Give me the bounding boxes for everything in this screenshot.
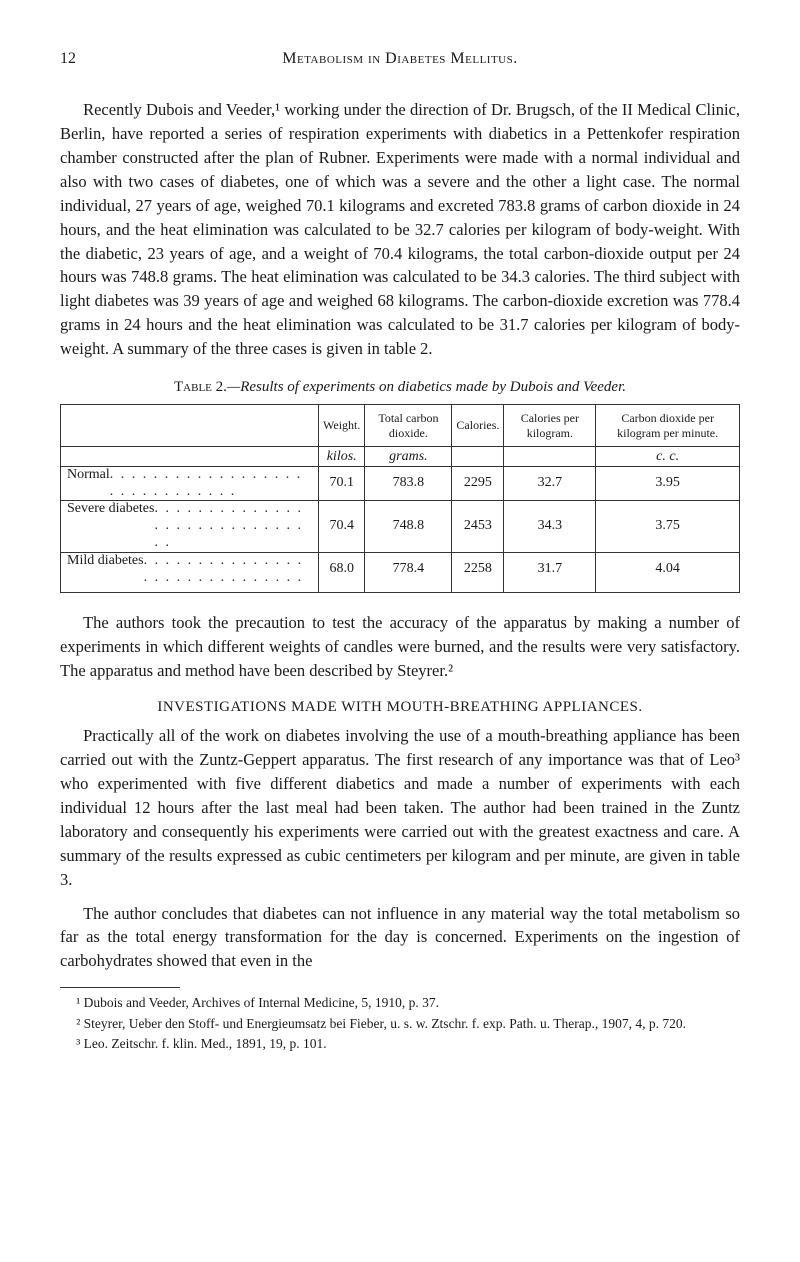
cell-cal: 2453 <box>452 501 504 552</box>
table-caption: Table 2.—Results of experiments on diabe… <box>60 379 740 396</box>
col-co2-per-kg-min: Carbon dioxide per kilogram per minute. <box>596 405 740 447</box>
col-weight: Weight. <box>319 405 365 447</box>
unit-blank <box>61 446 319 466</box>
dot-leader: . . . . . . . . . . . . . . . . . . . . … <box>110 467 312 501</box>
dot-leader: . . . . . . . . . . . . . . . . . . . . … <box>154 501 312 551</box>
cell-calkg: 31.7 <box>504 552 596 593</box>
col-total-co2: Total carbon dioxide. <box>365 405 452 447</box>
cell-weight: 68.0 <box>319 552 365 593</box>
cell-co2kgmin: 3.75 <box>596 501 740 552</box>
table-header-row: Weight. Total carbon dioxide. Calories. … <box>61 405 740 447</box>
unit-cc: c. c. <box>596 446 740 466</box>
paragraph-3: Practically all of the work on diabetes … <box>60 724 740 891</box>
table-units-row: kilos. grams. c. c. <box>61 446 740 466</box>
cell-cal: 2295 <box>452 466 504 501</box>
paragraph-1: Recently Dubois and Veeder,¹ working und… <box>60 98 740 361</box>
cell-calkg: 34.3 <box>504 501 596 552</box>
footnote-3: ³ Leo. Zeitschr. f. klin. Med., 1891, 19… <box>60 1035 740 1053</box>
results-table: Weight. Total carbon dioxide. Calories. … <box>60 404 740 593</box>
table-caption-title: —Results of experiments on diabetics mad… <box>227 379 626 395</box>
paragraph-2: The authors took the precaution to test … <box>60 611 740 683</box>
col-calories: Calories. <box>452 405 504 447</box>
cell-co2kgmin: 3.95 <box>596 466 740 501</box>
cell-co2: 748.8 <box>365 501 452 552</box>
dot-leader: . . . . . . . . . . . . . . . . . . . . … <box>144 553 312 587</box>
cell-cal: 2258 <box>452 552 504 593</box>
section-heading: INVESTIGATIONS MADE WITH MOUTH-BREATHING… <box>60 699 740 716</box>
running-head: Metabolism in Diabetes Mellitus. <box>282 50 518 68</box>
cell-weight: 70.1 <box>319 466 365 501</box>
row-label-text: Severe diabetes <box>67 501 154 551</box>
row-label: Normal . . . . . . . . . . . . . . . . .… <box>61 466 319 501</box>
page: 12 Metabolism in Diabetes Mellitus. 12 R… <box>0 0 800 1095</box>
paragraph-4: The author concludes that diabetes can n… <box>60 902 740 974</box>
col-subject <box>61 405 319 447</box>
footnote-2: ² Steyrer, Ueber den Stoff- und Energieu… <box>60 1015 740 1033</box>
col-cal-per-kg: Calories per kilogram. <box>504 405 596 447</box>
table-row: Mild diabetes . . . . . . . . . . . . . … <box>61 552 740 593</box>
unit-weight: kilos. <box>319 446 365 466</box>
footnote-1: ¹ Dubois and Veeder, Archives of Interna… <box>60 994 740 1012</box>
unit-cal <box>452 446 504 466</box>
footnote-rule <box>60 987 180 988</box>
table-row: Severe diabetes . . . . . . . . . . . . … <box>61 501 740 552</box>
page-header: 12 Metabolism in Diabetes Mellitus. 12 <box>60 50 740 68</box>
page-number: 12 <box>60 50 76 68</box>
row-label: Severe diabetes . . . . . . . . . . . . … <box>61 501 319 552</box>
table-row: Normal . . . . . . . . . . . . . . . . .… <box>61 466 740 501</box>
cell-co2: 778.4 <box>365 552 452 593</box>
cell-co2kgmin: 4.04 <box>596 552 740 593</box>
unit-calkg <box>504 446 596 466</box>
row-label: Mild diabetes . . . . . . . . . . . . . … <box>61 552 319 593</box>
row-label-text: Normal <box>67 467 110 501</box>
unit-co2: grams. <box>365 446 452 466</box>
table-caption-label: Table 2. <box>174 379 227 395</box>
row-label-text: Mild diabetes <box>67 553 144 587</box>
cell-weight: 70.4 <box>319 501 365 552</box>
cell-calkg: 32.7 <box>504 466 596 501</box>
cell-co2: 783.8 <box>365 466 452 501</box>
